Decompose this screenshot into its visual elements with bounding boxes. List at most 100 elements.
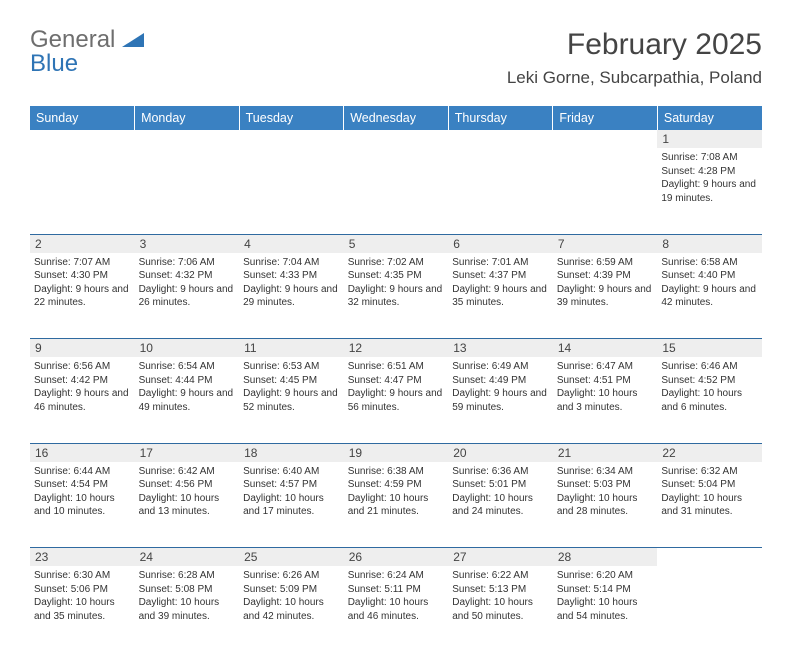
daylight: Daylight: 10 hours and 17 minutes. (243, 492, 340, 519)
day-number: 21 (553, 443, 658, 462)
sunset: Sunset: 4:33 PM (243, 269, 340, 283)
sunrise: Sunrise: 7:06 AM (139, 256, 236, 270)
week-4-detail-row: Sunrise: 6:30 AMSunset: 5:06 PMDaylight:… (30, 566, 762, 652)
logo-text-general: General (30, 26, 115, 53)
sunrise: Sunrise: 6:30 AM (34, 569, 131, 583)
day-detail: Sunrise: 6:44 AMSunset: 4:54 PMDaylight:… (30, 462, 135, 548)
sunset: Sunset: 4:30 PM (34, 269, 131, 283)
day-detail: Sunrise: 6:20 AMSunset: 5:14 PMDaylight:… (553, 566, 658, 652)
week-2-daynum-row: 9101112131415 (30, 339, 762, 358)
day-number: 5 (344, 234, 449, 253)
daylight: Daylight: 10 hours and 6 minutes. (661, 387, 758, 414)
sunrise: Sunrise: 7:02 AM (348, 256, 445, 270)
daylight: Daylight: 10 hours and 21 minutes. (348, 492, 445, 519)
daylight: Daylight: 10 hours and 50 minutes. (452, 596, 549, 623)
sunrise: Sunrise: 6:59 AM (557, 256, 654, 270)
day-detail: Sunrise: 6:59 AMSunset: 4:39 PMDaylight:… (553, 253, 658, 339)
day-detail: Sunrise: 6:42 AMSunset: 4:56 PMDaylight:… (135, 462, 240, 548)
day-detail (344, 148, 449, 234)
day-detail: Sunrise: 7:02 AMSunset: 4:35 PMDaylight:… (344, 253, 449, 339)
sunrise: Sunrise: 6:32 AM (661, 465, 758, 479)
day-number: 2 (30, 234, 135, 253)
day-number: 25 (239, 548, 344, 567)
weekday-friday: Friday (553, 106, 658, 130)
day-detail: Sunrise: 6:22 AMSunset: 5:13 PMDaylight:… (448, 566, 553, 652)
sunset: Sunset: 4:56 PM (139, 478, 236, 492)
sunset: Sunset: 4:54 PM (34, 478, 131, 492)
day-detail (553, 148, 658, 234)
sunset: Sunset: 5:01 PM (452, 478, 549, 492)
day-detail: Sunrise: 6:51 AMSunset: 4:47 PMDaylight:… (344, 357, 449, 443)
weekday-thursday: Thursday (448, 106, 553, 130)
sunrise: Sunrise: 6:53 AM (243, 360, 340, 374)
sunrise: Sunrise: 6:51 AM (348, 360, 445, 374)
sunset: Sunset: 5:09 PM (243, 583, 340, 597)
logo: General Blue (30, 28, 144, 76)
day-detail: Sunrise: 6:46 AMSunset: 4:52 PMDaylight:… (657, 357, 762, 443)
day-number: 4 (239, 234, 344, 253)
day-number: 28 (553, 548, 658, 567)
sunrise: Sunrise: 7:07 AM (34, 256, 131, 270)
day-number: 12 (344, 339, 449, 358)
day-number: 19 (344, 443, 449, 462)
daylight: Daylight: 9 hours and 26 minutes. (139, 283, 236, 310)
sunrise: Sunrise: 6:46 AM (661, 360, 758, 374)
logo-text-blue: Blue (30, 50, 78, 77)
sunrise: Sunrise: 6:56 AM (34, 360, 131, 374)
day-detail: Sunrise: 6:53 AMSunset: 4:45 PMDaylight:… (239, 357, 344, 443)
sunrise: Sunrise: 6:38 AM (348, 465, 445, 479)
day-detail: Sunrise: 6:38 AMSunset: 4:59 PMDaylight:… (344, 462, 449, 548)
day-number: 7 (553, 234, 658, 253)
location: Leki Gorne, Subcarpathia, Poland (507, 68, 762, 88)
daylight: Daylight: 10 hours and 3 minutes. (557, 387, 654, 414)
daylight: Daylight: 10 hours and 10 minutes. (34, 492, 131, 519)
daylight: Daylight: 9 hours and 22 minutes. (34, 283, 131, 310)
sunset: Sunset: 5:04 PM (661, 478, 758, 492)
daylight: Daylight: 9 hours and 59 minutes. (452, 387, 549, 414)
weekday-saturday: Saturday (657, 106, 762, 130)
day-number: 10 (135, 339, 240, 358)
day-number: 22 (657, 443, 762, 462)
week-1-detail-row: Sunrise: 7:07 AMSunset: 4:30 PMDaylight:… (30, 253, 762, 339)
sunset: Sunset: 4:39 PM (557, 269, 654, 283)
day-number: 20 (448, 443, 553, 462)
sunrise: Sunrise: 6:28 AM (139, 569, 236, 583)
day-number: 18 (239, 443, 344, 462)
day-detail: Sunrise: 6:36 AMSunset: 5:01 PMDaylight:… (448, 462, 553, 548)
day-detail: Sunrise: 6:49 AMSunset: 4:49 PMDaylight:… (448, 357, 553, 443)
weekday-wednesday: Wednesday (344, 106, 449, 130)
daylight: Daylight: 9 hours and 32 minutes. (348, 283, 445, 310)
day-number: 3 (135, 234, 240, 253)
daylight: Daylight: 9 hours and 56 minutes. (348, 387, 445, 414)
day-detail (135, 148, 240, 234)
title-block: February 2025 Leki Gorne, Subcarpathia, … (507, 28, 762, 88)
sunset: Sunset: 4:37 PM (452, 269, 549, 283)
day-number (448, 130, 553, 148)
day-number: 17 (135, 443, 240, 462)
sunset: Sunset: 4:47 PM (348, 374, 445, 388)
daylight: Daylight: 10 hours and 13 minutes. (139, 492, 236, 519)
sunrise: Sunrise: 6:22 AM (452, 569, 549, 583)
day-number: 15 (657, 339, 762, 358)
sunset: Sunset: 4:52 PM (661, 374, 758, 388)
sunset: Sunset: 4:59 PM (348, 478, 445, 492)
week-3-detail-row: Sunrise: 6:44 AMSunset: 4:54 PMDaylight:… (30, 462, 762, 548)
sunset: Sunset: 5:08 PM (139, 583, 236, 597)
day-number (657, 548, 762, 567)
daylight: Daylight: 9 hours and 19 minutes. (661, 178, 758, 205)
daylight: Daylight: 10 hours and 24 minutes. (452, 492, 549, 519)
day-number (553, 130, 658, 148)
day-detail: Sunrise: 6:26 AMSunset: 5:09 PMDaylight:… (239, 566, 344, 652)
week-2-detail-row: Sunrise: 6:56 AMSunset: 4:42 PMDaylight:… (30, 357, 762, 443)
day-detail (448, 148, 553, 234)
sunset: Sunset: 5:13 PM (452, 583, 549, 597)
sunset: Sunset: 4:32 PM (139, 269, 236, 283)
sunrise: Sunrise: 6:26 AM (243, 569, 340, 583)
logo-triangle-icon (122, 34, 144, 51)
sunrise: Sunrise: 6:42 AM (139, 465, 236, 479)
day-detail: Sunrise: 7:04 AMSunset: 4:33 PMDaylight:… (239, 253, 344, 339)
sunrise: Sunrise: 7:01 AM (452, 256, 549, 270)
daylight: Daylight: 9 hours and 29 minutes. (243, 283, 340, 310)
day-number: 6 (448, 234, 553, 253)
week-4-daynum-row: 232425262728 (30, 548, 762, 567)
